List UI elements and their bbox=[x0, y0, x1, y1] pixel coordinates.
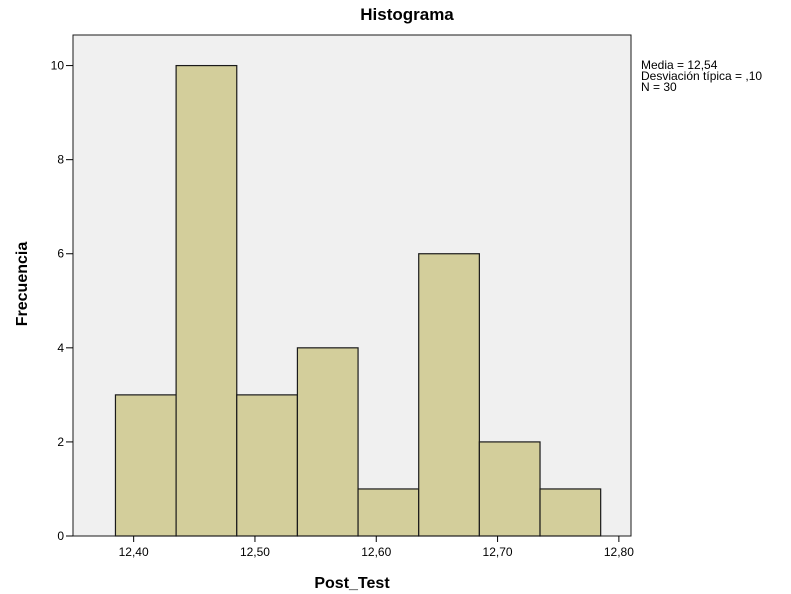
histogram-bar-3 bbox=[236, 394, 299, 537]
chart-title: Histograma bbox=[360, 5, 454, 24]
histogram-bar-5 bbox=[357, 488, 420, 537]
histogram-bar-8 bbox=[539, 488, 602, 537]
y-tick-label-5: 10 bbox=[51, 59, 65, 73]
y-tick-label-0: 0 bbox=[57, 529, 64, 543]
stats-line-2: Desviación típica = ,10 bbox=[641, 69, 762, 83]
x-tick-label-2: 12,60 bbox=[361, 545, 391, 559]
y-axis: 0 2 4 6 8 10 bbox=[51, 59, 73, 543]
y-tick-label-4: 8 bbox=[57, 153, 64, 167]
histogram-bar-1 bbox=[114, 394, 177, 537]
bars-group bbox=[114, 64, 602, 537]
y-tick-label-2: 4 bbox=[57, 341, 64, 355]
y-tick-label-3: 6 bbox=[57, 247, 64, 261]
x-tick-label-0: 12,40 bbox=[119, 545, 149, 559]
stats-line-1: Media = 12,54 bbox=[641, 58, 718, 72]
stats-line-3: N = 30 bbox=[641, 80, 677, 94]
histogram-bar-2 bbox=[175, 64, 238, 537]
x-tick-label-4: 12,80 bbox=[604, 545, 634, 559]
x-tick-label-1: 12,50 bbox=[240, 545, 270, 559]
y-axis-title: Frecuencia bbox=[14, 242, 31, 327]
histogram-bar-6 bbox=[418, 253, 480, 537]
y-tick-label-1: 2 bbox=[57, 435, 64, 449]
x-axis-title: Post_Test bbox=[314, 575, 390, 592]
x-axis: 12,40 12,50 12,60 12,70 12,80 bbox=[119, 536, 634, 559]
histogram-bar-4 bbox=[296, 347, 359, 537]
x-tick-label-3: 12,70 bbox=[483, 545, 513, 559]
histogram-bar-7 bbox=[478, 441, 541, 537]
